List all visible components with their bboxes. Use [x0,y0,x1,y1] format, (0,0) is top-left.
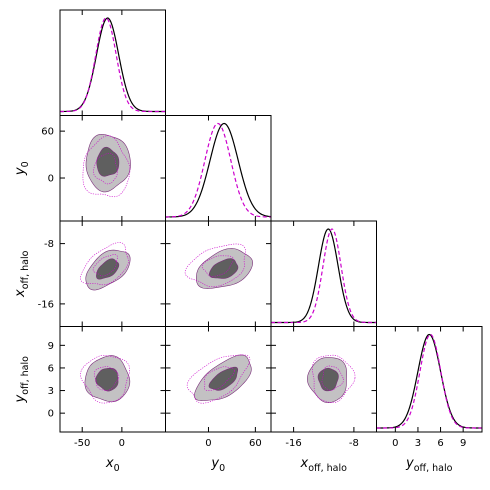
contour-dashed-inner-y0-x0 [93,152,118,185]
panel-xoff-xoff [270,220,377,327]
x-tick-label-x0: 0 [119,438,125,449]
x-axis-label-xoff: xoff, halo [300,456,348,474]
y-tick-label-y0: 60 [41,127,54,138]
panel-yoff-y0: 0 60 [165,326,272,449]
x-tick-label-y0: 60 [249,438,262,449]
x-tick-label-y0: 0 [205,438,211,449]
marginal-curve-dashed-y0 [165,122,271,218]
x-tick-label-yoff: 6 [437,438,443,449]
panel-xoff-x0: -16 -8 [38,220,166,327]
y-tick-label-yoff: 3 [48,386,54,397]
x-tick-label-xoff: -8 [349,438,359,449]
panel-frame [376,326,483,433]
x-tick-label-x0: -50 [74,438,90,449]
y-tick-label-yoff: 9 [48,341,54,352]
y-tick-label-yoff: 0 [48,409,54,420]
contour-dashed-inner-xoff-x0 [92,254,118,277]
contour-dashed-outer-yoff-xoff [312,354,356,403]
marginal-curve-y0 [165,122,271,218]
y-tick-label-yoff: 6 [48,363,54,374]
x-tick-label-xoff: -16 [285,438,301,449]
y-tick-label-xoff: -16 [38,299,54,310]
x-axis-label-y0: y0 [210,456,225,474]
contour-dashed-outer-yoff-x0 [80,355,131,404]
y-axis-label-xoff: xoff, halo [13,250,31,298]
x-axis-label-yoff: yoff, halo [405,456,453,474]
marginal-curve-yoff [376,333,482,429]
panel-x0-x0 [59,9,166,116]
marginal-curve-dashed-xoff [271,228,377,324]
marginal-curve-xoff [271,228,377,324]
contour-dashed-inner-yoff-y0 [204,366,235,391]
x-tick-label-yoff: 9 [460,438,466,449]
marginal-curve-dashed-x0 [60,17,166,113]
marginal-curve-x0 [60,17,166,113]
contour-dashed-outer-yoff-y0 [186,354,251,404]
panel-yoff-yoff: 0 3 6 9 [376,326,483,449]
contour-inner-xoff-y0 [208,258,239,279]
panel-yoff-xoff: -16 -8 [270,326,377,449]
panel-yoff-x0: -50 0 0 3 6 9 [48,326,166,449]
x-tick-label-yoff: 0 [392,438,398,449]
contour-inner-yoff-xoff [317,367,339,392]
contour-inner-y0-x0 [96,146,120,177]
contour-inner-yoff-y0 [208,366,239,391]
contour-dashed-inner-yoff-x0 [93,366,120,391]
contour-inner-xoff-x0 [96,258,120,280]
x-tick-label-yoff: 3 [415,438,421,449]
y-axis-label-y0: y0 [13,161,31,176]
contour-inner-yoff-x0 [95,367,119,392]
panel-xoff-y0 [165,220,272,327]
marginal-curve-dashed-yoff [376,333,482,429]
y-tick-label-xoff: -8 [44,239,54,250]
contour-dashed-outer-xoff-y0 [184,243,246,288]
y-tick-label-y0: 0 [48,174,54,185]
panel-y0-x0: 0 60 [41,115,166,222]
x-axis-label-x0: x0 [105,456,120,474]
y-axis-label-yoff: yoff, halo [13,356,31,404]
panel-y0-y0 [165,115,272,222]
